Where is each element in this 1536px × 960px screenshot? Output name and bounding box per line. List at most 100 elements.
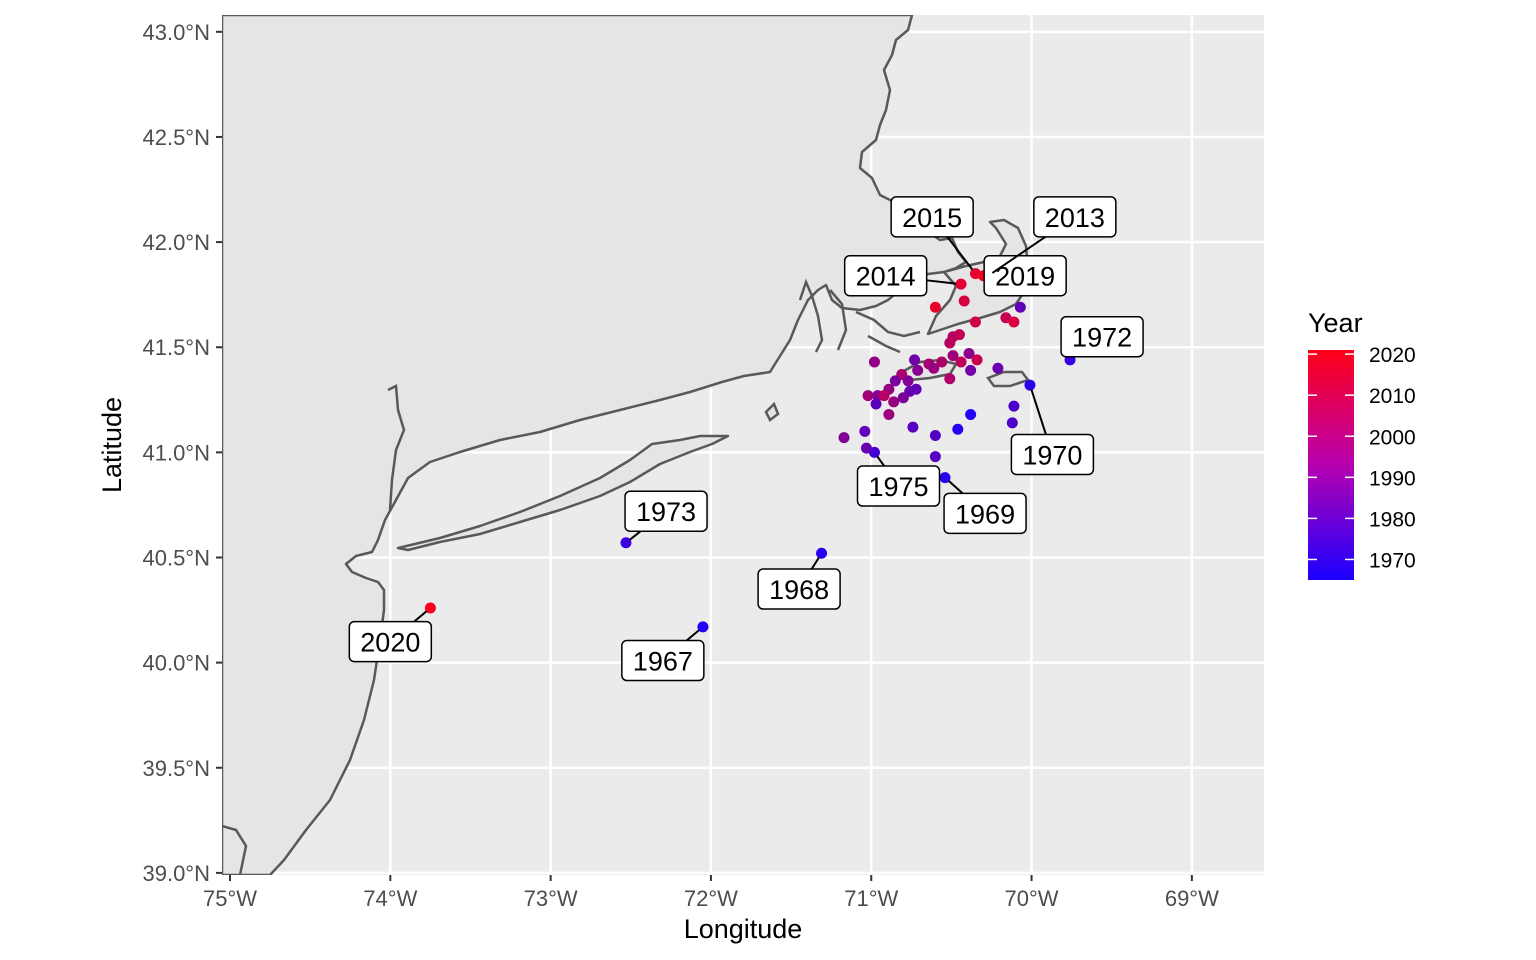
x-axis-title: Longitude xyxy=(684,914,803,944)
legend-tick-label: 2020 xyxy=(1369,344,1416,367)
year-label-text: 1967 xyxy=(633,647,693,677)
data-point xyxy=(907,421,919,433)
data-point xyxy=(620,537,632,549)
legend-ticks: 1970 1980 1990 2000 2010 2020 xyxy=(1308,344,1416,572)
data-point xyxy=(952,423,964,435)
year-label-box xyxy=(1060,315,1144,358)
data-point xyxy=(1006,417,1018,429)
x-tick-label: 71°W xyxy=(844,886,898,911)
long-island xyxy=(396,434,730,552)
legend-tick-label: 1970 xyxy=(1369,549,1416,572)
data-point xyxy=(958,295,970,307)
data-point xyxy=(953,329,965,341)
label-leader-line xyxy=(876,455,886,467)
x-tick-label: 73°W xyxy=(524,886,578,911)
year-label-text: 1973 xyxy=(636,497,696,527)
legend-tick-label: 2010 xyxy=(1369,385,1416,408)
year-label-text: 2014 xyxy=(856,262,916,292)
data-point xyxy=(889,375,901,387)
data-point xyxy=(963,348,975,360)
data-point xyxy=(816,547,828,559)
legend-tick-label: 1990 xyxy=(1369,467,1416,490)
hudson-inlet xyxy=(387,384,406,511)
year-label-box xyxy=(890,196,974,238)
x-tick-label: 70°W xyxy=(1005,886,1059,911)
data-point xyxy=(965,409,977,421)
legend-colorbar xyxy=(1308,350,1354,580)
data-point xyxy=(897,392,909,404)
data-point xyxy=(912,364,924,376)
axes: 75°W 74°W 73°W 72°W 71°W 70°W 69°W 39.0°N 39.5°N… xyxy=(142,20,1219,911)
data-point xyxy=(859,425,871,437)
label-leader-line xyxy=(810,556,820,570)
data-point xyxy=(944,337,956,349)
year-label-text: 2019 xyxy=(995,262,1055,292)
x-tick-label: 75°W xyxy=(203,886,257,911)
data-point xyxy=(944,373,956,385)
label-leader-line xyxy=(991,236,1046,274)
year-label-text: 1972 xyxy=(1072,323,1132,353)
label-leader-line xyxy=(686,629,700,642)
data-point xyxy=(1014,301,1026,313)
year-label-box xyxy=(348,620,433,663)
data-point xyxy=(947,350,959,362)
data-point xyxy=(955,278,967,290)
year-label-box xyxy=(621,639,705,682)
year-labels: 2020 1973 1967 1968 1969 1975 1970 1972 2014 2015… xyxy=(348,196,1144,682)
year-label-text: 2020 xyxy=(360,628,420,658)
buzzards-bay-shore xyxy=(855,310,921,354)
y-tick-label: 40.0°N xyxy=(142,651,210,676)
label-leader-line xyxy=(948,480,964,495)
year-label-text: 1970 xyxy=(1022,440,1082,470)
data-points xyxy=(424,268,1076,633)
color-legend: Year 1970 1980 1990 2000 2010 2020 xyxy=(1308,308,1416,580)
year-label-box xyxy=(757,568,841,610)
y-tick-label: 40.5°N xyxy=(142,545,210,570)
data-point xyxy=(862,390,874,402)
year-label-text: 1968 xyxy=(769,575,829,605)
label-leader-line xyxy=(629,530,642,541)
data-point xyxy=(868,356,880,368)
year-label-box xyxy=(856,465,941,507)
data-point xyxy=(888,396,900,408)
data-point xyxy=(965,364,977,376)
legend-tick-label: 1980 xyxy=(1369,508,1416,531)
data-point xyxy=(1024,379,1036,391)
data-point xyxy=(870,398,882,410)
y-tick-label: 42.5°N xyxy=(142,125,210,150)
y-tick-label: 39.5°N xyxy=(142,756,210,781)
data-point xyxy=(909,354,921,366)
data-point xyxy=(939,472,951,484)
narragansett-bay xyxy=(798,278,848,353)
year-label-box xyxy=(1033,196,1117,238)
data-point xyxy=(971,354,983,366)
data-point xyxy=(902,375,914,387)
y-tick-label: 42.0°N xyxy=(142,230,210,255)
x-tick-label: 69°W xyxy=(1165,886,1219,911)
year-label-box xyxy=(1010,433,1095,476)
data-point xyxy=(936,356,948,368)
mainland-landmass xyxy=(222,15,968,875)
data-point xyxy=(860,442,872,454)
legend-tick-label: 2000 xyxy=(1369,426,1416,449)
data-point xyxy=(929,430,941,442)
data-point xyxy=(424,602,436,614)
x-tick-label: 72°W xyxy=(684,886,738,911)
data-point xyxy=(1008,316,1020,328)
label-leader-line xyxy=(1030,389,1047,435)
data-point xyxy=(878,390,890,402)
year-label-box xyxy=(943,492,1027,535)
y-tick-label: 43.0°N xyxy=(142,20,210,45)
data-point xyxy=(910,383,922,395)
label-leader-line xyxy=(946,236,974,271)
label-leader-line xyxy=(413,610,428,623)
year-label-text: 1975 xyxy=(868,472,928,502)
data-point xyxy=(1008,400,1020,412)
data-point xyxy=(697,621,709,633)
year-label-text: 2013 xyxy=(1045,203,1105,233)
data-point xyxy=(928,362,940,374)
year-label-box xyxy=(843,254,928,297)
block-island xyxy=(764,401,780,422)
year-label-text: 2015 xyxy=(902,203,962,233)
